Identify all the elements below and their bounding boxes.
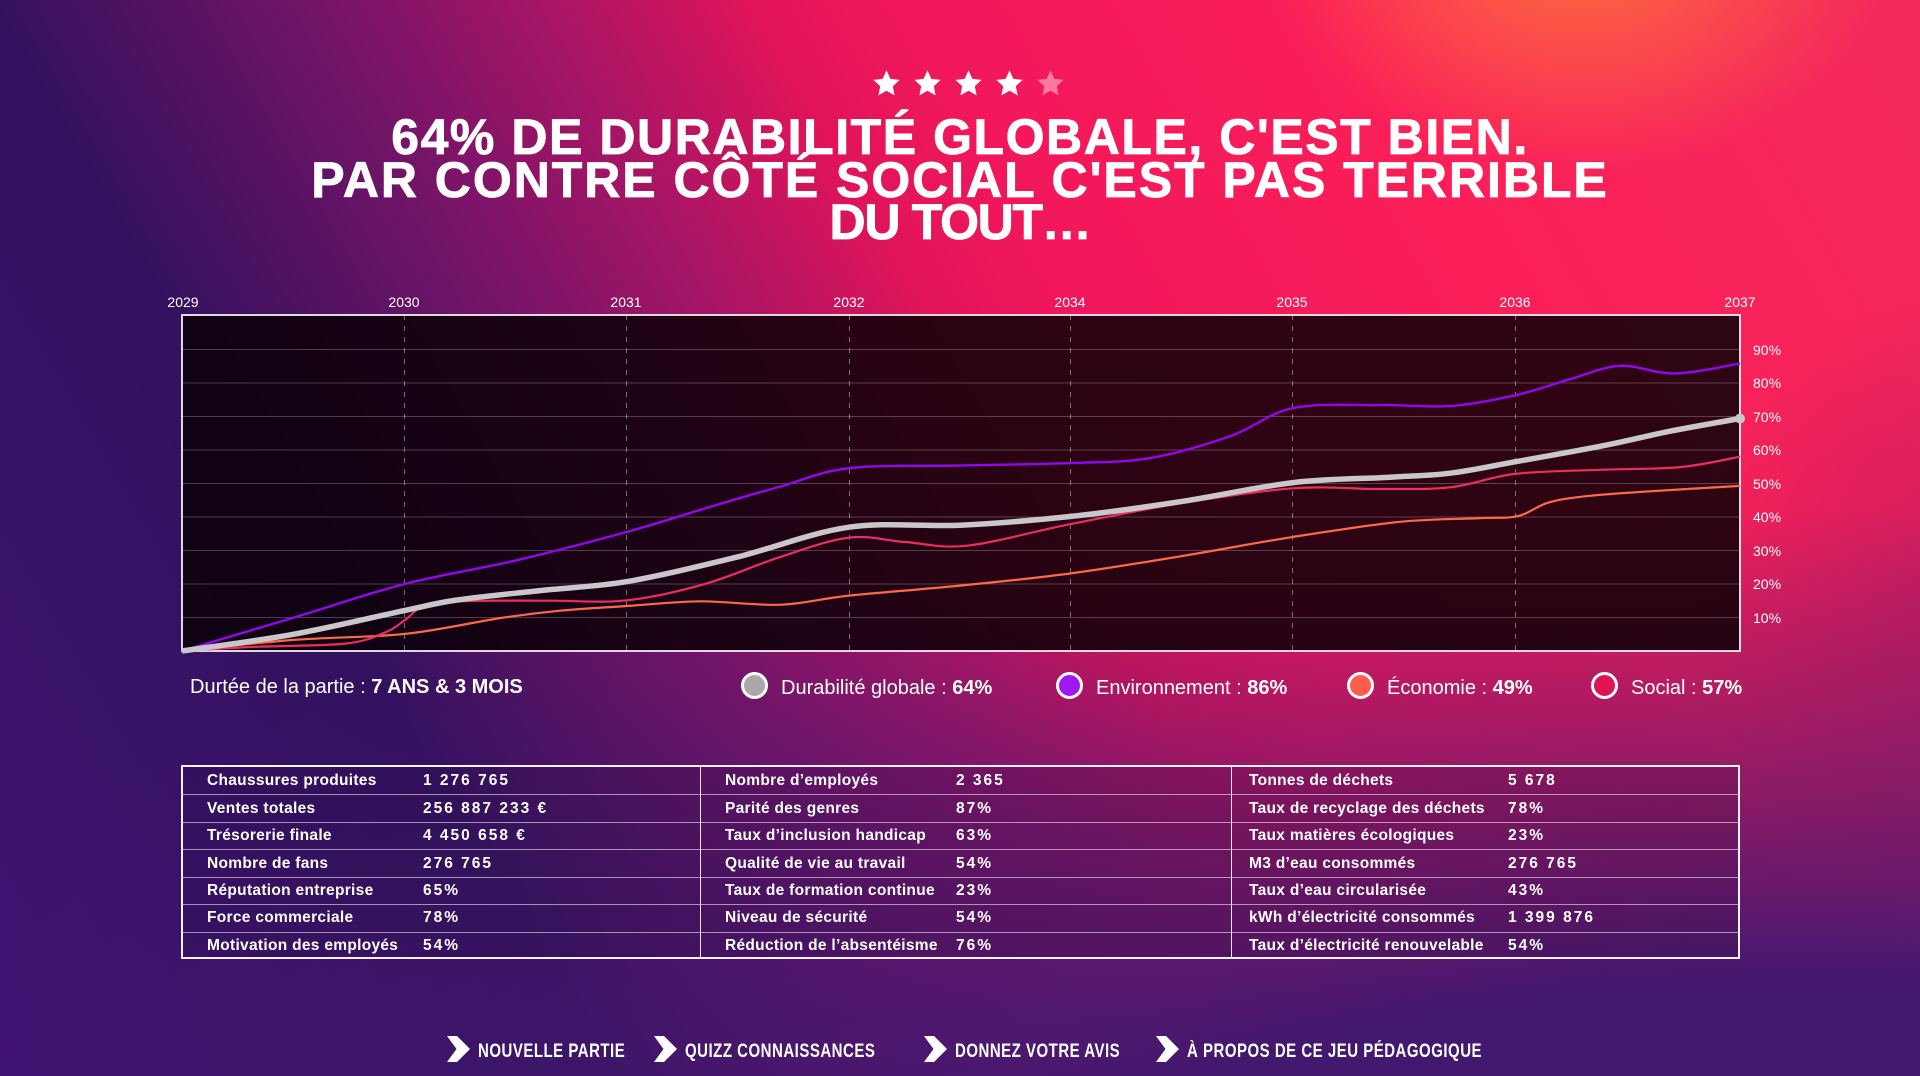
svg-text:40%: 40%	[1753, 509, 1781, 525]
svg-text:90%: 90%	[1753, 342, 1781, 358]
svg-text:2036: 2036	[1499, 294, 1530, 310]
svg-text:50%: 50%	[1753, 476, 1781, 492]
svg-text:80%: 80%	[1753, 375, 1781, 391]
svg-text:2034: 2034	[1054, 294, 1085, 310]
svg-text:2031: 2031	[610, 294, 641, 310]
svg-text:70%: 70%	[1753, 409, 1781, 425]
svg-text:30%: 30%	[1753, 543, 1781, 559]
svg-text:2037: 2037	[1724, 294, 1755, 310]
svg-text:20%: 20%	[1753, 576, 1781, 592]
svg-text:2035: 2035	[1276, 294, 1307, 310]
svg-text:10%: 10%	[1753, 610, 1781, 626]
svg-text:60%: 60%	[1753, 442, 1781, 458]
svg-text:2032: 2032	[833, 294, 864, 310]
svg-text:2029: 2029	[167, 294, 198, 310]
svg-text:2030: 2030	[388, 294, 419, 310]
